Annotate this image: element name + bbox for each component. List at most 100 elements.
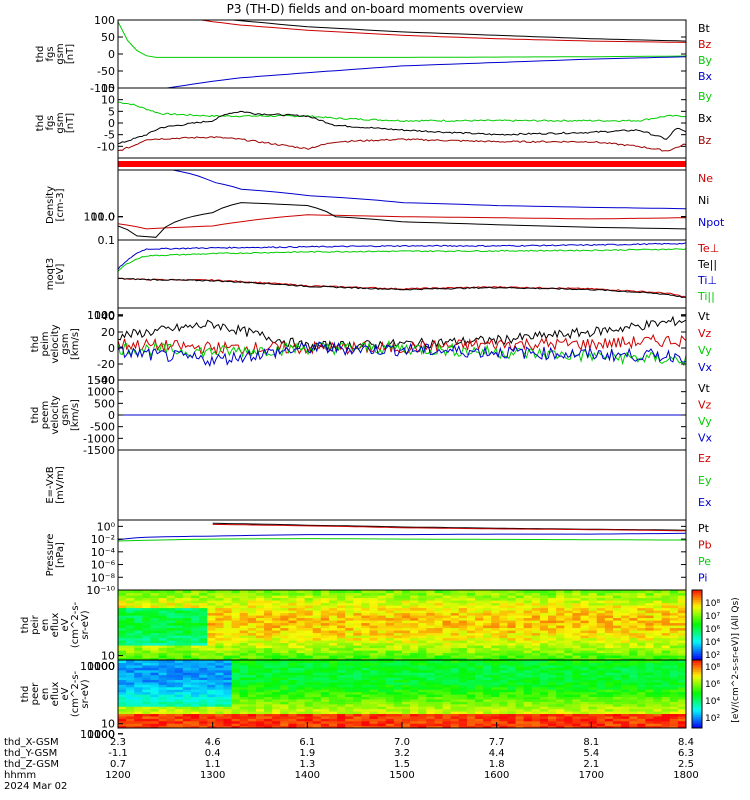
- ytick-label-4-0: 1000: [87, 309, 115, 322]
- ytick-label-6-6: -1500: [83, 444, 115, 457]
- legend-3-2: Npot: [698, 216, 725, 229]
- ytick-label-9-0: 10000: [80, 660, 115, 673]
- legend-7-2: Ex: [698, 496, 712, 509]
- legend-5-1: Vz: [698, 327, 712, 340]
- xaxis-value-2-4: 1.8: [489, 759, 505, 770]
- panel-4: [117, 239, 687, 316]
- series-line-0-1: [198, 20, 686, 43]
- ylabel-1-3: [nT]: [65, 113, 76, 133]
- series-line-8-3: [118, 532, 686, 541]
- ylabel-0-2: gsm: [55, 43, 66, 64]
- ytick-label-6-5: -1000: [83, 432, 115, 445]
- ytick-label-8-3: 10⁻⁶: [91, 559, 116, 572]
- ytick-label-3-2: 1.0: [98, 211, 116, 224]
- xaxis-value-3-1: 1300: [200, 770, 225, 781]
- ylabel-5-3: gsm: [60, 333, 71, 354]
- ytick-label-1-5: -10: [97, 140, 115, 153]
- xaxis-value-1-0: -1.1: [108, 748, 128, 759]
- colorbar-tick-bottom-0: 10⁸: [705, 663, 720, 673]
- legend-7-1: Ey: [698, 474, 712, 487]
- series-line-4-0: [118, 277, 686, 298]
- ytick-label-0-4: -100: [90, 82, 115, 95]
- xaxis-row-label-2: thd_Z-GSM: [4, 759, 59, 770]
- ylabel-6-0: thd: [30, 407, 41, 424]
- xaxis-value-1-1: 0.4: [205, 748, 221, 759]
- ytick-label-1-0: 15: [101, 82, 115, 95]
- panel-7: [117, 449, 687, 521]
- legend-6-0: Vt: [698, 382, 711, 395]
- legend-4-3: Ti||: [697, 290, 715, 303]
- xaxis-value-3-2: 1400: [295, 770, 320, 781]
- series-line-5-3: [118, 341, 686, 368]
- series-line-0-3: [163, 56, 686, 88]
- xaxis-value-3-0: 1200: [105, 770, 130, 781]
- xaxis-row-label-1: thd_Y-GSM: [4, 748, 57, 759]
- legend-6-3: Vx: [698, 432, 713, 445]
- xaxis-value-0-0: 2.3: [110, 737, 126, 748]
- series-line-1-1: [118, 110, 686, 145]
- colorbar-tick-top-4: 10²: [705, 651, 720, 661]
- ytick-label-5-1: 20: [101, 326, 115, 339]
- panel-0: [117, 19, 687, 89]
- xaxis-row-label-0: thd_X-GSM: [4, 737, 59, 748]
- panel-2: [117, 157, 687, 171]
- xaxis-value-0-6: 8.4: [678, 737, 694, 748]
- panel-8: [117, 519, 687, 591]
- xaxis-value-1-5: 5.4: [583, 748, 599, 759]
- xaxis-value-2-3: 1.5: [394, 759, 410, 770]
- xaxis-value-3-5: 1700: [579, 770, 604, 781]
- legend-3-1: Ni: [698, 194, 709, 207]
- ylabel-8-0: Pressure: [45, 534, 56, 577]
- ylabel-8-1: [nPa]: [55, 542, 66, 568]
- ylabel-5-0: thd: [30, 336, 41, 353]
- ytick-label-9-1: 1000: [87, 660, 115, 673]
- colorbar-tick-top-2: 10⁶: [705, 625, 720, 635]
- legend-1-0: By: [698, 90, 713, 103]
- ylabel-7-1: [mV/m]: [55, 466, 66, 504]
- xaxis-value-2-6: 2.5: [678, 759, 694, 770]
- ylabel-10-5: (cm^2-s-: [70, 670, 81, 717]
- ylabel-10-1: peer: [30, 682, 41, 706]
- panel-frame-8: [117, 519, 687, 591]
- ytick-label-5-2: 0: [108, 342, 115, 355]
- ylabel-5-2: velocity: [50, 324, 61, 363]
- xaxis-value-3-3: 1500: [389, 770, 414, 781]
- ylabel-1-0: thd: [35, 115, 46, 132]
- colorbar-tick-top-0: 10⁸: [705, 599, 720, 609]
- ytick-label-1-4: -5: [104, 129, 115, 142]
- series-line-8-0: [212, 522, 686, 531]
- ylabel-6-4: [km/s]: [70, 399, 81, 431]
- ytick-label-5-3: -20: [97, 358, 115, 371]
- ylabel-0-1: fgs: [45, 46, 56, 61]
- series-line-4-3: [118, 248, 686, 272]
- panel-6: [117, 379, 687, 451]
- ylabel-9-3: eflux: [50, 613, 61, 638]
- ytick-label-0-2: 0: [108, 48, 115, 61]
- legend-5-2: Vy: [698, 344, 712, 357]
- ytick-label-3-0: 100.0: [84, 211, 116, 224]
- ylabel-6-3: gsm: [60, 404, 71, 425]
- ylabel-1-2: gsm: [55, 112, 66, 133]
- spectrogram-9: [118, 590, 686, 660]
- series-line-8-1: [212, 523, 686, 532]
- ylabel-9-4: eV: [60, 618, 71, 631]
- xaxis-value-3-6: 1800: [673, 770, 698, 781]
- ytick-label-10-0: 10000: [80, 728, 115, 741]
- legend-1-1: Bx: [698, 112, 713, 125]
- xaxis-date: 2024 Mar 02: [4, 781, 67, 792]
- ytick-label-10-2: 100: [94, 728, 115, 741]
- ytick-label-6-1: 1000: [87, 386, 115, 399]
- ylabel-10-0: thd: [20, 686, 31, 703]
- legend-8-3: Pi: [698, 572, 707, 585]
- series-line-5-1: [118, 333, 686, 355]
- legend-8-1: Pb: [698, 539, 712, 552]
- series-line-0-0: [226, 20, 686, 42]
- ylabel-7-0: E=-VxB: [45, 466, 56, 503]
- panel-3: [117, 169, 687, 241]
- ytick-label-8-2: 10⁻⁴: [91, 546, 116, 559]
- ytick-label-9-3: 10: [101, 650, 115, 663]
- xaxis-value-2-0: 0.7: [110, 759, 126, 770]
- ytick-label-6-2: 500: [94, 397, 115, 410]
- ytick-label-6-0: 1500: [87, 374, 115, 387]
